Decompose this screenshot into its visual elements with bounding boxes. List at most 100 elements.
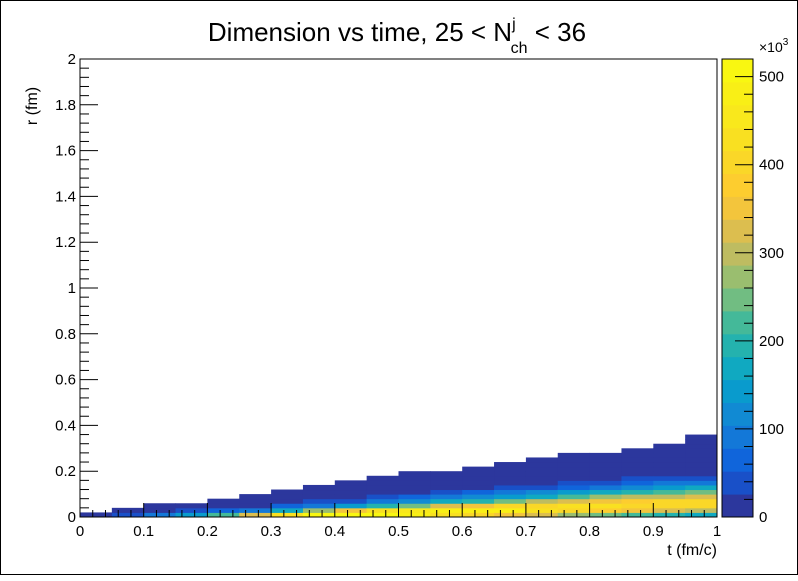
heatmap-cell: [143, 512, 177, 518]
heatmap-cell: [207, 498, 240, 504]
heatmap-cell: [621, 475, 654, 481]
x-tick-label: 0.8: [579, 523, 600, 540]
heatmap-cell: [525, 475, 559, 481]
x-tick-label: 0.6: [452, 523, 473, 540]
heatmap-cell: [462, 480, 495, 486]
colorbar-band: [722, 379, 753, 403]
x-axis: 0 0.1 0.2 0.3 0.4 0.5 0.6 0.7 0.8 0.9 1: [76, 503, 721, 540]
colorbar-band: [722, 288, 753, 312]
heatmap-cell: [557, 452, 591, 458]
heatmap-cell: [685, 484, 718, 491]
heatmap-cell: [494, 462, 527, 468]
heatmap-cell: [271, 512, 304, 518]
heatmap-cell: [271, 498, 304, 504]
x-tick-label: 0.5: [388, 523, 409, 540]
colorbar-band: [722, 127, 753, 152]
heatmap-cell: [589, 507, 622, 513]
heatmap-cell: [621, 484, 654, 491]
heatmap-cell: [525, 503, 559, 509]
heatmap-cell: [685, 452, 718, 458]
heatmap-cell: [589, 494, 622, 500]
heatmap-cell: [398, 471, 431, 477]
heatmap-cell: [525, 462, 559, 468]
heatmap-cell: [302, 503, 336, 509]
chart-title: Dimension vs time, 25 < Nj ch < 36: [208, 16, 586, 57]
heatmap-cell: [685, 494, 718, 500]
heatmap-cell: [239, 498, 272, 504]
heatmap-cell: [111, 507, 145, 513]
heatmap-cell: [366, 489, 399, 495]
y-tick-label: 1.8: [55, 97, 76, 114]
heatmap-cell: [302, 484, 336, 491]
colorbar-band: [722, 356, 753, 381]
heatmap-cell: [239, 503, 272, 509]
heatmap-cell: [462, 484, 495, 491]
heatmap-cell: [398, 494, 431, 500]
heatmap-cell: [334, 512, 368, 518]
heatmap-cell: [430, 494, 463, 500]
heatmap-cells: [80, 434, 718, 518]
x-tick-label: 0.2: [197, 523, 218, 540]
heatmap-cell: [525, 489, 559, 495]
y-tick-label: 0: [68, 509, 76, 526]
heatmap-cell: [366, 475, 399, 481]
colorbar-multiplier: ×103: [759, 37, 789, 55]
heatmap-cell: [621, 466, 654, 472]
heatmap-cell: [685, 466, 718, 472]
heatmap-cell: [271, 507, 304, 513]
heatmap-cell: [430, 480, 463, 486]
colorbar-tick-label: 300: [759, 245, 784, 262]
heatmap-cell: [557, 457, 591, 463]
heatmap-cell: [398, 507, 431, 513]
colorbar-band: [722, 59, 753, 83]
heatmap-cell: [589, 512, 622, 518]
heatmap-cell: [621, 452, 654, 458]
heatmap-cell: [525, 457, 559, 463]
y-tick-label: 0.2: [55, 463, 76, 480]
heatmap-cell: [430, 489, 463, 495]
heatmap-cell: [366, 498, 399, 504]
colorbar-band: [722, 150, 753, 174]
heatmap-cell: [685, 439, 718, 445]
heatmap-cell: [334, 503, 368, 509]
heatmap-cell: [653, 512, 686, 518]
heatmap-cell: [207, 503, 240, 509]
y-tick-label: 0.8: [55, 326, 76, 343]
heatmap-cell: [430, 503, 463, 509]
x-tick-label: 0: [76, 523, 84, 540]
heatmap-cell: [653, 507, 686, 513]
heatmap-cell: [239, 494, 272, 500]
heatmap-cell: [494, 489, 527, 495]
heatmap-cell: [398, 498, 431, 504]
heatmap-cell: [525, 471, 559, 477]
heatmap-cell: [334, 480, 368, 486]
y-tick-label: 0.4: [55, 417, 76, 434]
heatmap-cell: [462, 475, 495, 481]
heatmap-cell: [143, 503, 177, 509]
heatmap-cell: [398, 503, 431, 509]
heatmap-cell: [430, 471, 463, 477]
y-tick-label: 0.6: [55, 372, 76, 389]
heatmap-cell: [557, 507, 591, 513]
colorbar-band: [722, 265, 753, 289]
heatmap-cell: [653, 452, 686, 458]
heatmap-cell: [494, 494, 527, 500]
heatmap-cell: [557, 489, 591, 495]
heatmap-cell: [685, 471, 718, 477]
colorbar-band: [722, 242, 753, 266]
heatmap-cell: [334, 489, 368, 495]
heatmap-cell: [653, 443, 686, 449]
heatmap-cell: [366, 480, 399, 486]
heatmap-cell: [685, 462, 718, 468]
colorbar-band: [722, 494, 753, 518]
heatmap-cell: [557, 466, 591, 472]
heatmap-cell: [398, 489, 431, 495]
heatmap-cell: [398, 475, 431, 481]
heatmap-cell: [302, 507, 336, 513]
heatmap-cell: [589, 471, 622, 477]
y-tick-label: 1: [68, 280, 76, 297]
heatmap-cell: [462, 471, 495, 477]
heatmap-cell: [494, 498, 527, 504]
heatmap-cell: [366, 503, 399, 509]
